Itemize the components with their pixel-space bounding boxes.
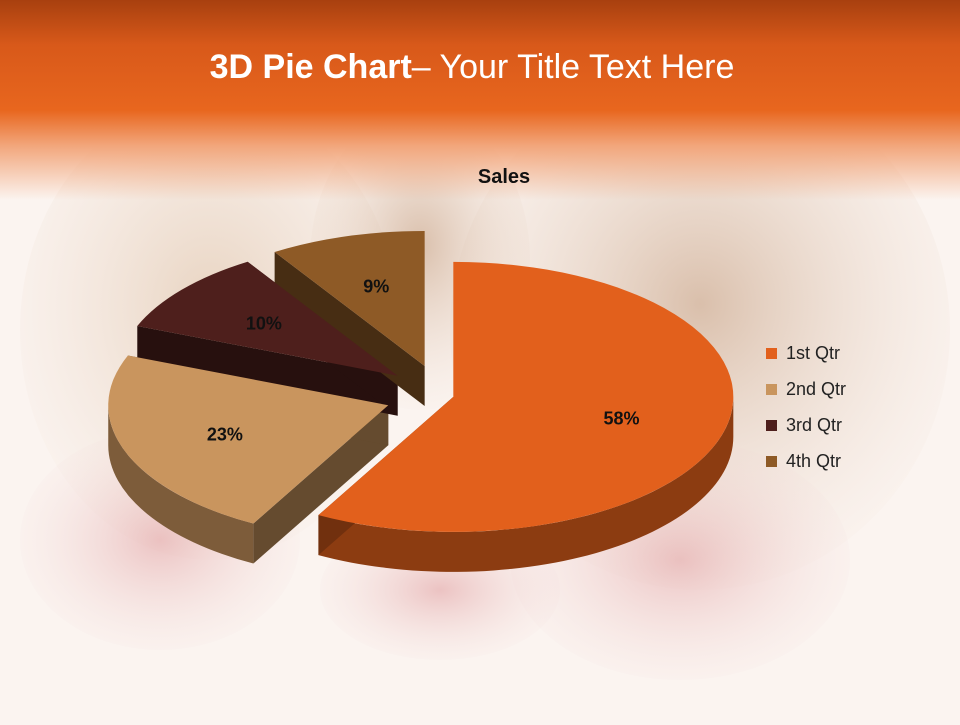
legend-item: 4th Qtr <box>766 443 846 479</box>
legend-label: 2nd Qtr <box>786 378 847 399</box>
slide-title-rest: – Your Title Text Here <box>411 48 735 86</box>
pie-slice <box>137 261 398 376</box>
pie-data-label: 9% <box>363 277 389 297</box>
pie-slice <box>274 230 425 366</box>
legend-swatch <box>766 455 777 467</box>
pie-data-label: 10% <box>246 313 282 333</box>
legend-item: 1st Qtr <box>766 335 846 371</box>
legend-item: 3rd Qtr <box>766 407 846 443</box>
legend-item: 2nd Qtr <box>766 371 846 407</box>
pie-slice-side <box>108 405 254 564</box>
pie-slice <box>108 355 389 524</box>
slide-title: 3D Pie Chart– Your Title Text Here <box>0 48 944 87</box>
pie-slice-face <box>137 326 398 416</box>
pie-slice-face <box>274 251 425 406</box>
legend-swatch <box>766 383 777 395</box>
legend-swatch <box>766 419 777 431</box>
pie-slice <box>318 261 734 532</box>
legend-swatch <box>766 347 777 359</box>
header-band <box>0 0 960 200</box>
pie-data-label: 58% <box>603 409 639 429</box>
slide-title-bold: 3D Pie Chart <box>209 48 412 86</box>
legend-label: 4th Qtr <box>786 450 842 471</box>
legend-label: 3rd Qtr <box>786 414 843 435</box>
pie-slice-side <box>318 396 734 572</box>
chart-title: Sales <box>477 166 531 188</box>
pie-slice-face <box>253 405 389 564</box>
legend-label: 1st Qtr <box>786 342 841 363</box>
pie-data-label: 23% <box>207 425 243 445</box>
chart-legend: 1st Qtr 2nd Qtr 3rd Qtr 4th Qtr <box>766 335 846 479</box>
